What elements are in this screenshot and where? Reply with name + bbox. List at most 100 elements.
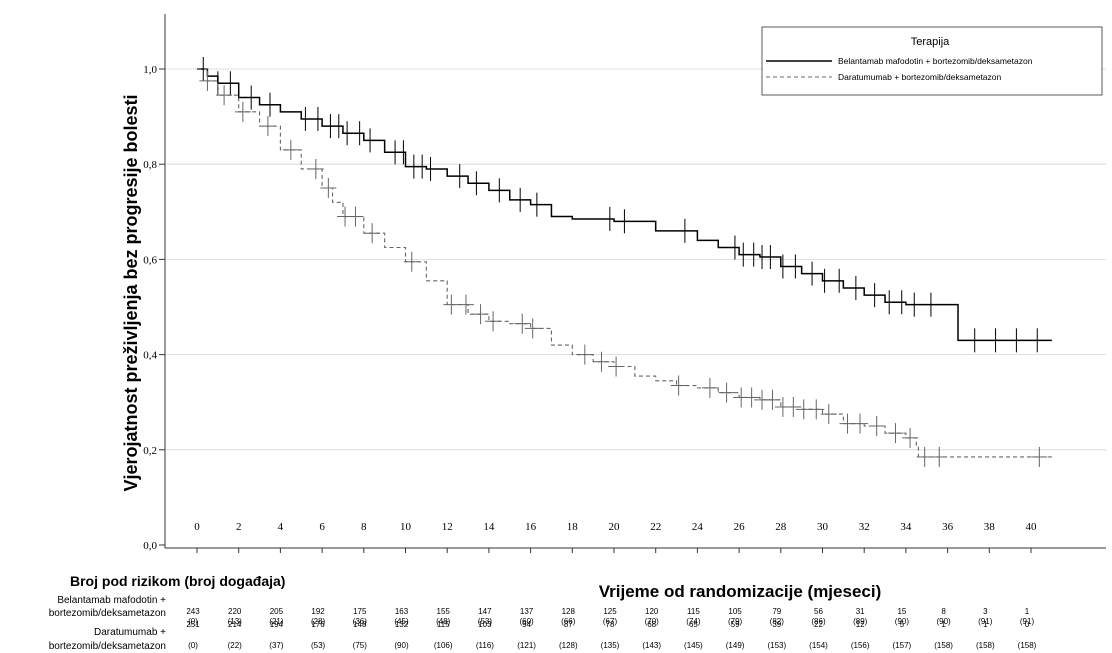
risk-count-group-1: 147 [478,607,492,616]
y-tick-label: 0,8 [143,159,157,171]
risk-count-group-2: 22 [814,620,823,629]
risk-events-group-1: (91) [1020,617,1035,626]
risk-events-group-1: (90) [936,617,951,626]
risk-events-group-2: (157) [893,641,912,650]
risk-count-group-1: 31 [856,607,865,616]
risk-events-group-2: (121) [517,641,536,650]
risk-events-group-2: (158) [1018,641,1037,650]
y-ticks: 0,0 0,2 0,4 0,6 0,8 1,0 [143,64,165,552]
y-tick-label: 1,0 [143,64,157,76]
risk-count-group-1: 128 [562,607,576,616]
risk-events-group-2: (158) [934,641,953,650]
x-tick-label: 40 [1026,521,1038,533]
x-tick-label: 26 [734,521,746,533]
x-tick-label: 8 [361,521,367,533]
risk-count-group-2: 115 [437,620,450,629]
x-tick-label: 36 [942,521,954,533]
risk-count-group-1: 137 [520,607,534,616]
y-tick-label: 0,6 [143,254,157,266]
risk-events-group-2: (145) [684,641,703,650]
risk-count-group-2: 59 [731,620,740,629]
risk-events-group-1: (82) [770,617,785,626]
risk-count-group-2: 78 [606,620,615,629]
risk-count-group-1: 105 [728,607,742,616]
risk-events-group-1: (0) [188,617,198,626]
risk-count-group-1: 56 [814,607,823,616]
risk-events-group-1: (60) [519,617,534,626]
x-tick-label: 10 [400,521,412,533]
risk-events-group-1: (86) [811,617,826,626]
x-tick-label: 28 [775,521,787,533]
x-tick-label: 14 [483,521,495,533]
risk-count-group-1: 175 [353,607,367,616]
risk-events-group-2: (128) [559,641,578,650]
risk-events-group-2: (53) [311,641,326,650]
risk-count-group-1: 205 [270,607,284,616]
legend-label-belantamab: Belantamab mafodotin + bortezomib/deksam… [838,56,1033,66]
risk-count-group-1: 243 [186,607,200,616]
legend: Terapija Belantamab mafodotin + bortezom… [761,26,1103,96]
risk-count-group-2: 1 [983,620,988,629]
risk-group-1-label-line2: bortezomib/deksametazon [49,608,166,619]
risk-count-group-2: 176 [311,620,325,629]
risk-events-group-1: (79) [728,617,743,626]
x-tick-label: 16 [525,521,537,533]
series-line-1 [197,68,1052,342]
risk-count-group-1: 3 [983,607,988,616]
risk-events-group-1: (90) [895,617,910,626]
y-axis-label: Vjerojatnost preživljenja bez progresije… [121,94,141,491]
risk-count-group-1: 163 [395,607,409,616]
risk-count-group-1: 8 [941,607,946,616]
x-ticks: 0 2 4 6 8 10 12 14 16 18 20 22 24 26 28 30 32 34 36 38 40 [194,521,1037,553]
risk-events-group-2: (75) [353,641,368,650]
risk-group-2-label-line1: Daratumumab + [94,627,166,638]
risk-count-group-1: 192 [311,607,325,616]
risk-events-group-2: (153) [767,641,786,650]
risk-events-group-2: (37) [269,641,284,650]
risk-count-group-2: 194 [270,620,284,629]
risk-count-group-1: 15 [897,607,906,616]
x-tick-label: 32 [859,521,870,533]
x-tick-label: 12 [442,521,453,533]
risk-events-group-2: (135) [601,641,620,650]
gridlines [166,68,1106,451]
x-tick-label: 30 [817,521,829,533]
x-tick-label: 6 [319,521,325,533]
risk-events-group-2: (22) [228,641,243,650]
y-tick-label: 0,0 [143,540,157,552]
risk-events-group-1: (21) [269,617,284,626]
y-tick-label: 0,4 [143,350,157,362]
x-tick-label: 2 [236,521,242,533]
risk-events-group-1: (91) [978,617,993,626]
x-tick-label: 38 [984,521,996,533]
x-tick-label: 0 [194,521,200,533]
risk-count-group-1: 115 [687,607,700,616]
risk-count-group-2: 39 [772,620,781,629]
risk-events-group-1: (13) [228,617,243,626]
x-tick-label: 18 [567,521,579,533]
risk-count-group-1: 1 [1025,607,1030,616]
risk-events-group-2: (156) [851,641,870,650]
risk-count-group-1: 155 [437,607,451,616]
risk-events-group-1: (74) [686,617,701,626]
legend-title: Terapija [911,36,950,48]
risk-count-group-1: 79 [772,607,781,616]
risk-count-group-2: 12 [856,620,865,629]
risk-events-group-2: (0) [188,641,198,650]
risk-count-group-2: 1 [941,620,946,629]
x-axis-label: Vrijeme od randomizacije (mjeseci) [599,582,882,601]
risk-group-1-label-line1: Belantamab mafodotin + [57,595,166,606]
risk-events-group-2: (154) [809,641,828,650]
risk-count-group-2: 94 [522,620,531,629]
y-tick-label: 0,2 [143,445,157,457]
risk-events-group-2: (90) [394,641,409,650]
x-tick-label: 24 [692,521,704,533]
risk-count-group-2: 68 [647,620,656,629]
risk-events-group-1: (53) [478,617,493,626]
x-tick-label: 20 [609,521,621,533]
risk-events-group-1: (28) [311,617,326,626]
risk-count-group-1: 125 [603,607,617,616]
risk-count-group-2: 251 [186,620,200,629]
x-tick-label: 4 [278,521,284,533]
